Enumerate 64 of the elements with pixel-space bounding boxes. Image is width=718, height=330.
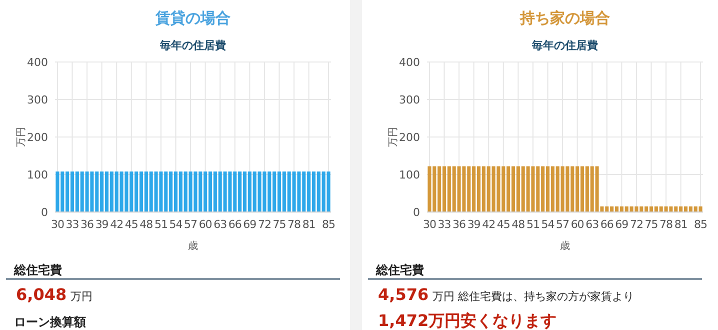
x-tick-label: 51 [154, 218, 168, 231]
x-tick-label: 45 [496, 218, 510, 231]
x-tick-label: 75 [272, 218, 286, 231]
text: 万円 総住宅費は、持ち家の方が家賃より [432, 290, 634, 303]
y-tick-label: 100 [399, 168, 420, 182]
x-tick-label: 85 [694, 218, 708, 231]
y-tick-label: 400 [399, 56, 420, 69]
x-tick-label: 60 [570, 218, 584, 231]
chart-title: 持ち家の場合 [519, 9, 610, 27]
x-tick-label: 63 [586, 218, 600, 231]
x-tick-label: 42 [110, 218, 124, 231]
text: 総住宅費 [375, 263, 424, 277]
x-tick-label: 48 [512, 218, 526, 231]
y-tick-label: 300 [27, 94, 48, 106]
x-tick-label: 54 [541, 218, 555, 231]
y-tick-label: 200 [399, 131, 420, 144]
chart-subtitle: 毎年の住居費 [531, 39, 598, 52]
x-tick-label: 51 [526, 218, 540, 231]
x-tick-label: 72 [258, 218, 271, 231]
y-tick-label: 400 [27, 56, 48, 69]
x-tick-label: 72 [630, 218, 643, 231]
x-tick-label: 81 [302, 218, 316, 231]
x-axis-title: 歳 [188, 240, 198, 252]
x-tick-label: 30 [50, 218, 64, 231]
x-tick-label: 33 [66, 218, 80, 231]
x-tick-label: 69 [615, 218, 629, 231]
x-tick-label: 39 [467, 218, 481, 231]
y-tick-label: 0 [413, 206, 420, 219]
text: 1,472万円安くなります [378, 311, 557, 330]
x-tick-label: 54 [169, 218, 183, 231]
y-axis-title: 万円 [16, 127, 27, 147]
x-tick-label: 57 [184, 218, 198, 231]
x-tick-label: 81 [674, 218, 688, 231]
text: 6,048 [16, 285, 67, 304]
x-tick-label: 66 [228, 218, 242, 231]
y-tick-label: 0 [41, 206, 48, 219]
x-tick-label: 39 [95, 218, 109, 231]
y-axis-title: 万円 [388, 127, 399, 147]
chart-subtitle: 毎年の住居費 [159, 39, 226, 52]
x-tick-label: 85 [322, 218, 336, 231]
y-tick-label: 200 [27, 131, 48, 144]
x-tick-label: 45 [124, 218, 138, 231]
x-tick-label: 33 [438, 218, 452, 231]
x-tick-label: 78 [288, 218, 302, 231]
x-tick-label: 57 [556, 218, 570, 231]
text: 4,576 [378, 285, 429, 304]
chart-title: 賃貸の場合 [154, 9, 230, 27]
x-tick-label: 60 [198, 218, 212, 231]
text: 万円 [70, 290, 93, 303]
x-tick-label: 63 [214, 218, 228, 231]
x-tick-label: 42 [482, 218, 496, 231]
x-tick-label: 36 [452, 218, 466, 231]
x-tick-label: 36 [80, 218, 94, 231]
text: 総住宅費 [13, 263, 62, 277]
x-tick-label: 30 [422, 218, 436, 231]
x-tick-label: 66 [600, 218, 614, 231]
x-axis-title: 歳 [560, 240, 570, 252]
text: ローン換算額 [14, 315, 86, 329]
x-tick-label: 78 [660, 218, 674, 231]
x-tick-label: 69 [243, 218, 257, 231]
x-tick-label: 75 [644, 218, 658, 231]
x-tick-label: 48 [140, 218, 154, 231]
y-tick-label: 100 [27, 168, 48, 182]
y-tick-label: 300 [399, 94, 420, 106]
